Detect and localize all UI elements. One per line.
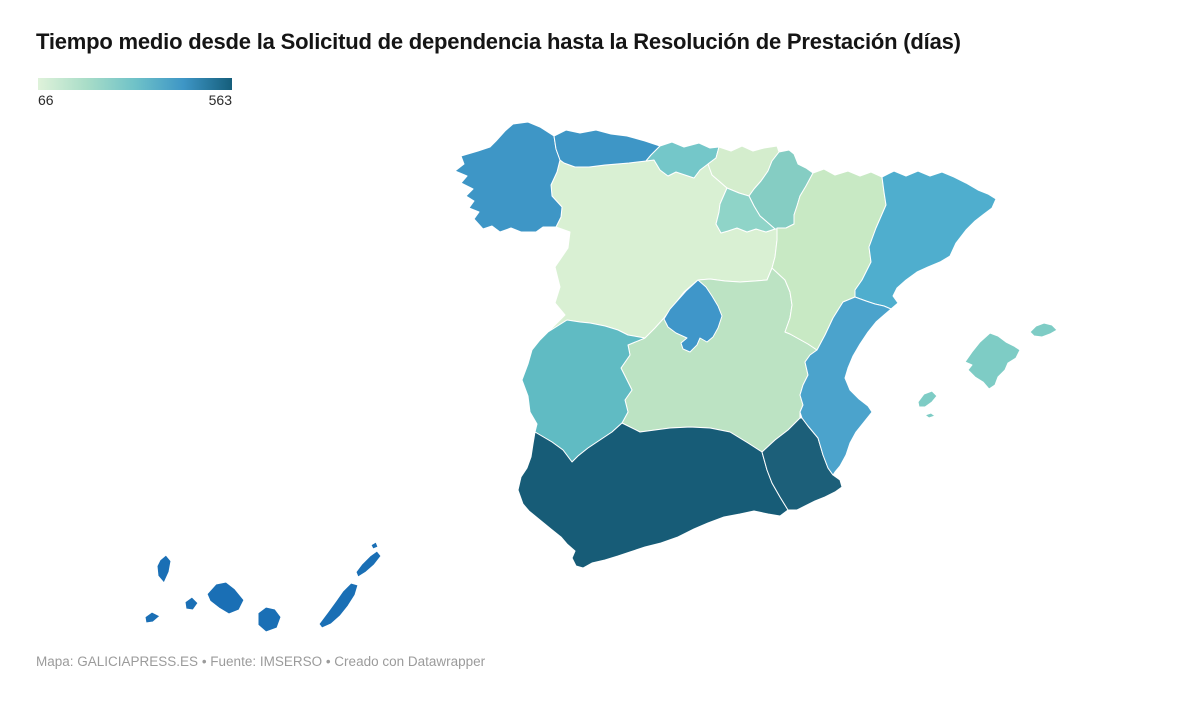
region-asturias[interactable] [553, 129, 661, 168]
attribution-footer: Mapa: GALICIAPRESS.ES • Fuente: IMSERSO … [36, 654, 486, 669]
region-canarias[interactable] [144, 541, 382, 633]
region-cataluna[interactable] [854, 170, 997, 310]
legend-min-label: 66 [38, 92, 54, 108]
legend-max-label: 563 [208, 92, 232, 108]
region-andalucia[interactable] [517, 422, 789, 569]
legend-labels: 66 563 [38, 92, 232, 108]
color-legend: 66 563 [38, 78, 232, 108]
region-murcia[interactable] [761, 417, 843, 511]
region-cantabria[interactable] [645, 141, 720, 179]
region-madrid[interactable] [663, 279, 723, 353]
legend-gradient-bar [38, 78, 232, 90]
region-galicia[interactable] [454, 121, 563, 233]
chart-title: Tiempo medio desde la Solicitud de depen… [36, 29, 961, 54]
region-comunidad-valenciana[interactable] [799, 296, 892, 476]
region-baleares[interactable] [917, 322, 1058, 419]
region-la-rioja[interactable] [715, 187, 776, 234]
